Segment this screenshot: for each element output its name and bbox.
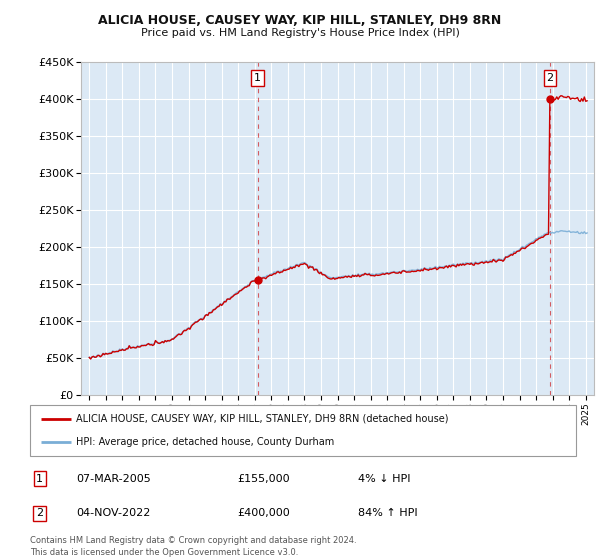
Text: 2: 2	[36, 508, 43, 519]
Text: £400,000: £400,000	[238, 508, 290, 519]
Text: 84% ↑ HPI: 84% ↑ HPI	[358, 508, 417, 519]
Text: HPI: Average price, detached house, County Durham: HPI: Average price, detached house, Coun…	[76, 437, 335, 447]
Text: ALICIA HOUSE, CAUSEY WAY, KIP HILL, STANLEY, DH9 8RN: ALICIA HOUSE, CAUSEY WAY, KIP HILL, STAN…	[98, 14, 502, 27]
Text: 1: 1	[37, 474, 43, 484]
Text: Price paid vs. HM Land Registry's House Price Index (HPI): Price paid vs. HM Land Registry's House …	[140, 28, 460, 38]
Text: 04-NOV-2022: 04-NOV-2022	[76, 508, 151, 519]
Text: 4% ↓ HPI: 4% ↓ HPI	[358, 474, 410, 484]
Text: 07-MAR-2005: 07-MAR-2005	[76, 474, 151, 484]
Text: Contains HM Land Registry data © Crown copyright and database right 2024.
This d: Contains HM Land Registry data © Crown c…	[30, 536, 356, 557]
Text: 2: 2	[547, 73, 554, 83]
Text: 1: 1	[254, 73, 261, 83]
Text: ALICIA HOUSE, CAUSEY WAY, KIP HILL, STANLEY, DH9 8RN (detached house): ALICIA HOUSE, CAUSEY WAY, KIP HILL, STAN…	[76, 414, 449, 424]
Text: £155,000: £155,000	[238, 474, 290, 484]
FancyBboxPatch shape	[30, 405, 576, 456]
